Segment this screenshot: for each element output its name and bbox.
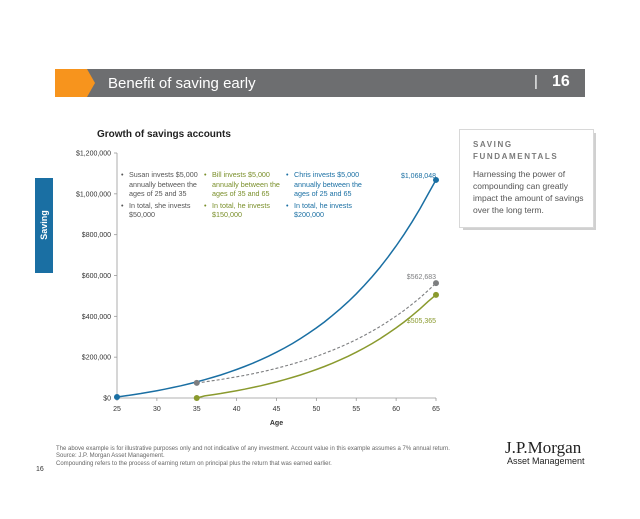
y-tick-label: $0 bbox=[103, 396, 111, 403]
fundamentals-box bbox=[460, 130, 593, 227]
footnote-source: Source: J.P. Morgan Asset Management. bbox=[56, 453, 165, 459]
x-tick-label: 35 bbox=[193, 406, 201, 413]
y-tick-label: $400,000 bbox=[82, 314, 111, 321]
y-tick-label: $1,000,000 bbox=[76, 191, 111, 198]
header-bar bbox=[55, 69, 585, 97]
start-point-susan bbox=[193, 379, 200, 386]
y-tick-label: $600,000 bbox=[82, 273, 111, 280]
start-point-bill bbox=[193, 395, 200, 401]
header-page-number: 16 bbox=[552, 73, 570, 90]
x-tick-label: 40 bbox=[233, 406, 241, 413]
savings-chart: $0 $200,000 $400,000 $600,000 $800,000 $1,000… bbox=[76, 151, 440, 428]
y-tick-label: $200,000 bbox=[82, 355, 111, 362]
y-tick-label: $800,000 bbox=[82, 232, 111, 239]
header-arrow-icon bbox=[55, 69, 95, 97]
end-label-chris: $1,068,048 bbox=[401, 173, 436, 180]
fundamentals-body: Harnessing the power of compounding can … bbox=[473, 169, 584, 215]
end-point-chris bbox=[433, 176, 439, 183]
x-tick-label: 65 bbox=[432, 406, 440, 413]
x-tick-label: 60 bbox=[392, 406, 400, 413]
x-tick-label: 50 bbox=[312, 406, 320, 413]
footnote-compounding: Compounding refers to the process of ear… bbox=[56, 461, 332, 467]
legend-susan-line1: Susan invests $5,000 annually between th… bbox=[121, 170, 214, 199]
page-number: 16 bbox=[36, 466, 44, 473]
chart-title: Growth of savings accounts bbox=[97, 129, 231, 140]
x-tick-label: 25 bbox=[113, 406, 121, 413]
x-tick-label: 45 bbox=[273, 406, 281, 413]
series-line-susan bbox=[196, 282, 437, 384]
jpmorgan-logo: J.P.Morgan bbox=[505, 438, 582, 457]
footnote-disclaimer: The above example is for illustrative pu… bbox=[56, 446, 450, 452]
legend-bill-line2: In total, he invests $150,000 bbox=[204, 201, 292, 220]
x-axis-label: Age bbox=[270, 420, 283, 427]
start-point-chris bbox=[114, 393, 120, 400]
logo-subtitle: Asset Management bbox=[507, 456, 585, 466]
series-line-chris bbox=[116, 179, 437, 398]
x-tick-label: 55 bbox=[352, 406, 360, 413]
end-point-bill bbox=[433, 291, 439, 298]
legend-chris: Chris invests $5,000 annually between th… bbox=[285, 170, 374, 222]
side-tab[interactable] bbox=[35, 178, 53, 273]
legend-susan: Susan invests $5,000 annually between th… bbox=[120, 170, 214, 222]
series-line-bill bbox=[196, 294, 437, 399]
legend-bill: Bill invests $5,000 annually between the… bbox=[203, 170, 292, 222]
header-separator: | bbox=[534, 73, 538, 90]
end-label-bill: $505,365 bbox=[407, 318, 436, 325]
legend-bill-line1: Bill invests $5,000 annually between the… bbox=[204, 170, 292, 199]
legend-chris-line1: Chris invests $5,000 annually between th… bbox=[286, 170, 374, 199]
x-tick-label: 30 bbox=[153, 406, 161, 413]
legend-chris-line2: In total, he invests $200,000 bbox=[286, 201, 374, 220]
fundamentals-title: SAVING FUNDAMENTALS bbox=[473, 140, 559, 161]
legend-susan-line2: In total, she invests $50,000 bbox=[121, 201, 214, 220]
y-tick-label: $1,200,000 bbox=[76, 151, 111, 158]
end-label-susan: $562,683 bbox=[407, 274, 436, 281]
page-title: Benefit of saving early bbox=[108, 75, 256, 92]
end-point-susan bbox=[433, 280, 439, 287]
